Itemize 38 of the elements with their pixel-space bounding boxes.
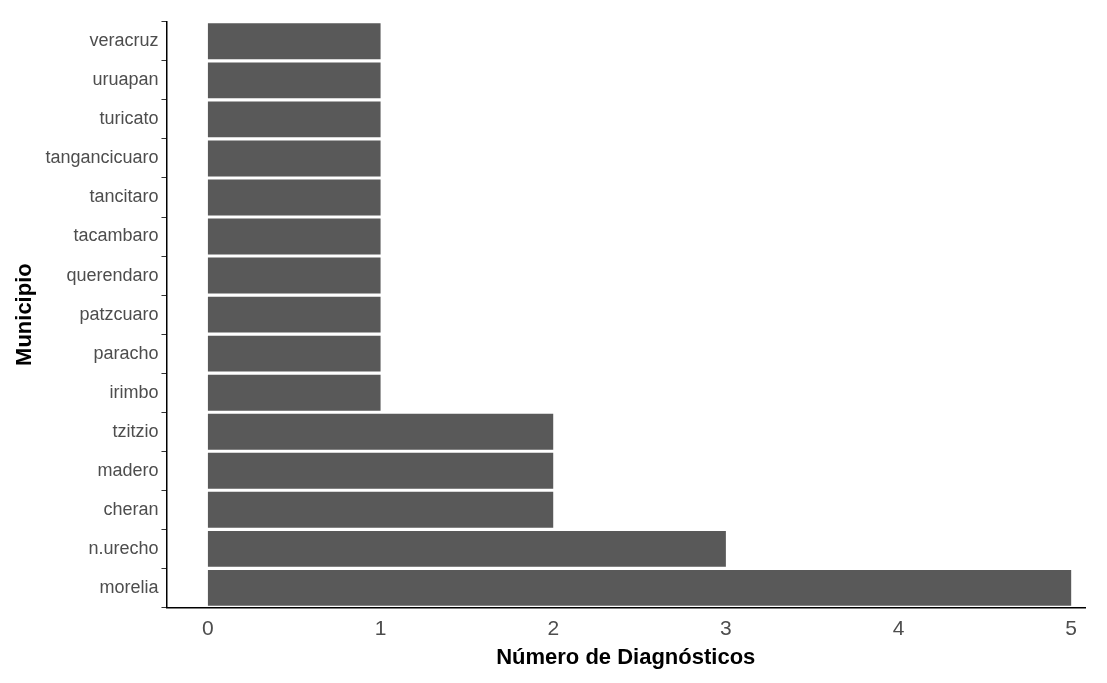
y-tick-label: patzcuaro (79, 303, 159, 324)
y-tick-label: tacambaro (73, 225, 159, 246)
bar (207, 452, 554, 489)
x-tick-label: 4 (892, 615, 905, 639)
bar (207, 335, 381, 372)
y-tick-label: paracho (93, 342, 159, 363)
bar (207, 23, 381, 60)
y-tick-label: tzitzio (112, 420, 159, 441)
y-tick-label: tangancicuaro (45, 147, 159, 168)
bar (207, 257, 381, 294)
x-tick-label: 5 (1065, 615, 1078, 639)
x-tick-label: 1 (374, 615, 387, 639)
bar (207, 179, 381, 216)
y-tick-label: irimbo (109, 381, 159, 402)
x-tick-label: 3 (720, 615, 732, 639)
bar (207, 296, 381, 333)
bar (207, 218, 381, 255)
bar (207, 569, 1072, 606)
y-tick-label: turicato (99, 108, 159, 129)
y-tick-label: morelia (99, 576, 160, 597)
y-tick-label: tancitaro (89, 186, 159, 207)
bar (207, 374, 381, 411)
y-tick-label: cheran (103, 498, 159, 519)
y-tick-label: uruapan (92, 69, 159, 90)
y-axis-title: Municipio (11, 263, 37, 366)
bar (207, 413, 554, 450)
y-tick-label: querendaro (66, 264, 159, 285)
bar (207, 101, 381, 138)
bar (207, 491, 554, 528)
x-axis-title: Número de Diagnósticos (496, 643, 756, 669)
x-tick-label: 2 (547, 615, 560, 639)
bar (207, 140, 381, 177)
y-tick-label: n.urecho (88, 537, 159, 558)
y-tick-label: madero (97, 459, 159, 480)
y-tick-label: veracruz (89, 30, 159, 51)
bar (207, 62, 381, 99)
x-tick-label: 0 (202, 615, 214, 639)
bar (207, 530, 726, 567)
